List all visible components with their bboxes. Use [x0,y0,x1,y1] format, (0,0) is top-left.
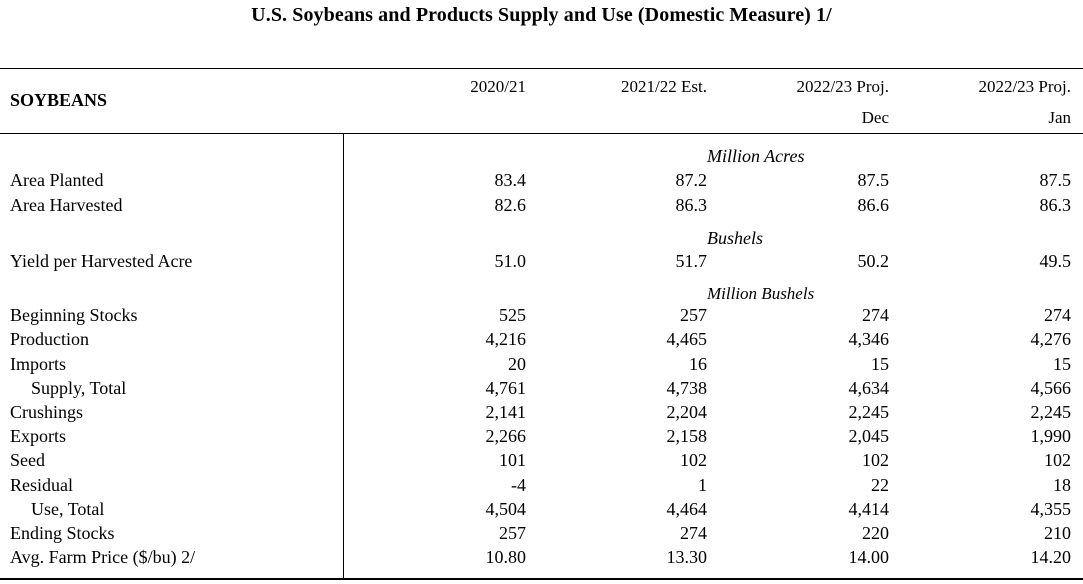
cell-value: 4,634 [848,378,890,398]
row-label: Crushings [10,402,84,422]
column-header-2020-21: 2020/21 [470,77,526,96]
cell-value: 102 [862,450,889,470]
cell-value: 4,566 [1030,378,1072,398]
column-header-jan-sub: Jan [1048,108,1071,127]
cell-value: 4,414 [848,499,890,519]
top-rule [0,68,1083,69]
table-row: Crushings 2,141 2,204 2,245 2,245 [0,402,1083,426]
cell-value: 15 [871,354,889,374]
cell-value: 16 [689,354,707,374]
row-label: Beginning Stocks [10,305,138,325]
cell-value: 1,990 [1030,426,1072,446]
cell-value: 274 [1044,305,1071,325]
cell-value: 2,141 [485,402,527,422]
cell-value: 102 [680,450,707,470]
cell-value: 14.00 [848,547,890,567]
table-row: Beginning Stocks 525 257 274 274 [0,305,1083,329]
cell-value: 82.6 [494,195,527,215]
row-label: Use, Total [31,499,105,519]
row-label: Ending Stocks [10,523,115,543]
table-row: Exports 2,266 2,158 2,045 1,990 [0,426,1083,450]
cell-value: 51.0 [494,251,527,271]
cell-value: 83.4 [494,170,527,190]
cell-value: 210 [1044,523,1071,543]
table-row: Area Planted 83.4 87.2 87.5 87.5 [0,170,1083,194]
cell-value: 10.80 [485,547,527,567]
cell-value: 2,045 [848,426,890,446]
cell-value: 86.6 [857,195,890,215]
stub-divider [343,133,344,578]
column-header-2021-22: 2021/22 Est. [621,77,707,96]
cell-value: 2,245 [848,402,890,422]
cell-value: 4,355 [1030,499,1072,519]
cell-value: 15 [1053,354,1071,374]
cell-value: 257 [680,305,707,325]
stub-header: SOYBEANS [10,90,108,110]
cell-value: 2,204 [666,402,708,422]
cell-value: 4,464 [666,499,708,519]
cell-value: 87.5 [857,170,890,190]
cell-value: 87.2 [675,170,708,190]
row-label: Exports [10,426,66,446]
cell-value: 220 [862,523,889,543]
table-row: Seed 101 102 102 102 [0,450,1083,474]
row-label: Supply, Total [31,378,127,398]
cell-value: 4,346 [848,329,890,349]
cell-value: 49.5 [1039,251,1072,271]
cell-value: 2,245 [1030,402,1072,422]
table-row: Production 4,216 4,465 4,346 4,276 [0,329,1083,353]
cell-value: 274 [680,523,707,543]
unit-bushels: Bushels [707,228,763,248]
cell-value: 87.5 [1039,170,1072,190]
table-row: Area Harvested 82.6 86.3 86.6 86.3 [0,195,1083,219]
cell-value: 1 [698,475,707,495]
cell-value: 51.7 [675,251,708,271]
row-label: Seed [10,450,45,470]
row-label: Area Harvested [10,195,123,215]
table-row: Avg. Farm Price ($/bu) 2/ 10.80 13.30 14… [0,547,1083,571]
column-header-2022-23-dec: 2022/23 Proj. [796,77,889,96]
column-header-2022-23-jan: 2022/23 Proj. [978,77,1071,96]
column-header-dec-sub: Dec [861,108,889,127]
cell-value: 20 [508,354,526,374]
cell-value: 102 [1044,450,1071,470]
cell-value: 4,216 [485,329,527,349]
table-row: Yield per Harvested Acre 51.0 51.7 50.2 … [0,251,1083,275]
table-row: Supply, Total 4,761 4,738 4,634 4,566 [0,378,1083,402]
table-row: Ending Stocks 257 274 220 210 [0,523,1083,547]
row-label: Imports [10,354,66,374]
cell-value: 257 [499,523,526,543]
cell-value: 274 [862,305,889,325]
table-row: Imports 20 16 15 15 [0,354,1083,378]
row-label: Residual [10,475,73,495]
cell-value: 2,266 [485,426,527,446]
page-title: U.S. Soybeans and Products Supply and Us… [251,4,832,26]
cell-value: 101 [499,450,526,470]
cell-value: 525 [499,305,526,325]
cell-value: 86.3 [1039,195,1072,215]
row-label: Area Planted [10,170,104,190]
row-label: Yield per Harvested Acre [10,251,193,271]
unit-million-bushels: Million Bushels [707,284,815,303]
cell-value: 4,276 [1030,329,1072,349]
cell-value: 50.2 [857,251,890,271]
cell-value: 4,738 [666,378,708,398]
cell-value: 2,158 [666,426,708,446]
cell-value: 4,504 [485,499,527,519]
table-row: Use, Total 4,504 4,464 4,414 4,355 [0,499,1083,523]
cell-value: 4,465 [666,329,708,349]
cell-value: -4 [511,475,526,495]
cell-value: 14.20 [1030,547,1072,567]
bottom-rule [0,578,1083,580]
header-rule [0,133,1083,134]
table-row: Residual -4 1 22 18 [0,475,1083,499]
cell-value: 22 [871,475,889,495]
cell-value: 86.3 [675,195,708,215]
cell-value: 4,761 [485,378,527,398]
unit-million-acres: Million Acres [707,146,805,166]
row-label: Avg. Farm Price ($/bu) 2/ [10,547,196,567]
row-label: Production [10,329,89,349]
cell-value: 13.30 [666,547,708,567]
cell-value: 18 [1053,475,1071,495]
